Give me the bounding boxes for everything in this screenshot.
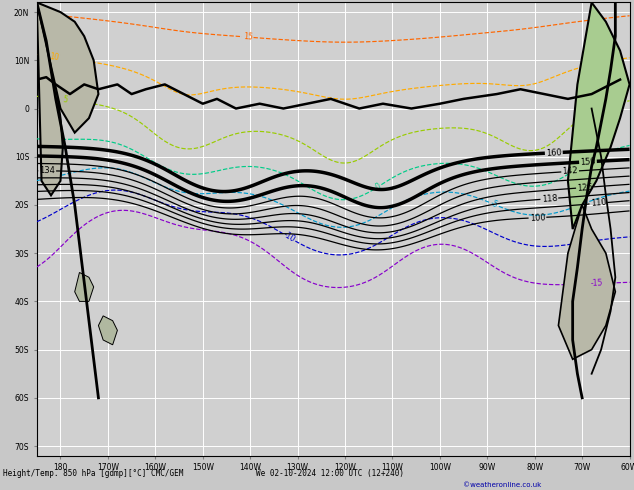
Text: 142: 142 bbox=[562, 167, 578, 176]
Text: -10: -10 bbox=[281, 230, 297, 245]
Text: 160: 160 bbox=[546, 148, 562, 158]
Text: Height/Temp. 850 hPa [gdmp][°C] CMC/GEM: Height/Temp. 850 hPa [gdmp][°C] CMC/GEM bbox=[3, 469, 184, 478]
Text: 150: 150 bbox=[580, 157, 596, 167]
Polygon shape bbox=[98, 316, 117, 345]
Text: 110: 110 bbox=[590, 198, 607, 208]
Polygon shape bbox=[37, 2, 63, 196]
Text: 118: 118 bbox=[541, 194, 557, 204]
Polygon shape bbox=[568, 2, 630, 229]
Text: 100: 100 bbox=[529, 213, 545, 222]
Polygon shape bbox=[37, 2, 98, 133]
Polygon shape bbox=[75, 272, 94, 301]
Text: 0: 0 bbox=[374, 181, 383, 192]
Text: -5: -5 bbox=[489, 199, 500, 210]
Text: 10: 10 bbox=[49, 51, 60, 62]
Text: ©weatheronline.co.uk: ©weatheronline.co.uk bbox=[463, 482, 541, 488]
Text: We 02-10-2024 12:00 UTC (12+240): We 02-10-2024 12:00 UTC (12+240) bbox=[256, 469, 404, 478]
Text: 5: 5 bbox=[62, 95, 68, 105]
Text: 126: 126 bbox=[577, 182, 593, 193]
Polygon shape bbox=[559, 205, 616, 359]
Text: -15: -15 bbox=[590, 279, 603, 288]
Text: 134: 134 bbox=[39, 166, 55, 175]
Text: 15: 15 bbox=[243, 32, 253, 42]
